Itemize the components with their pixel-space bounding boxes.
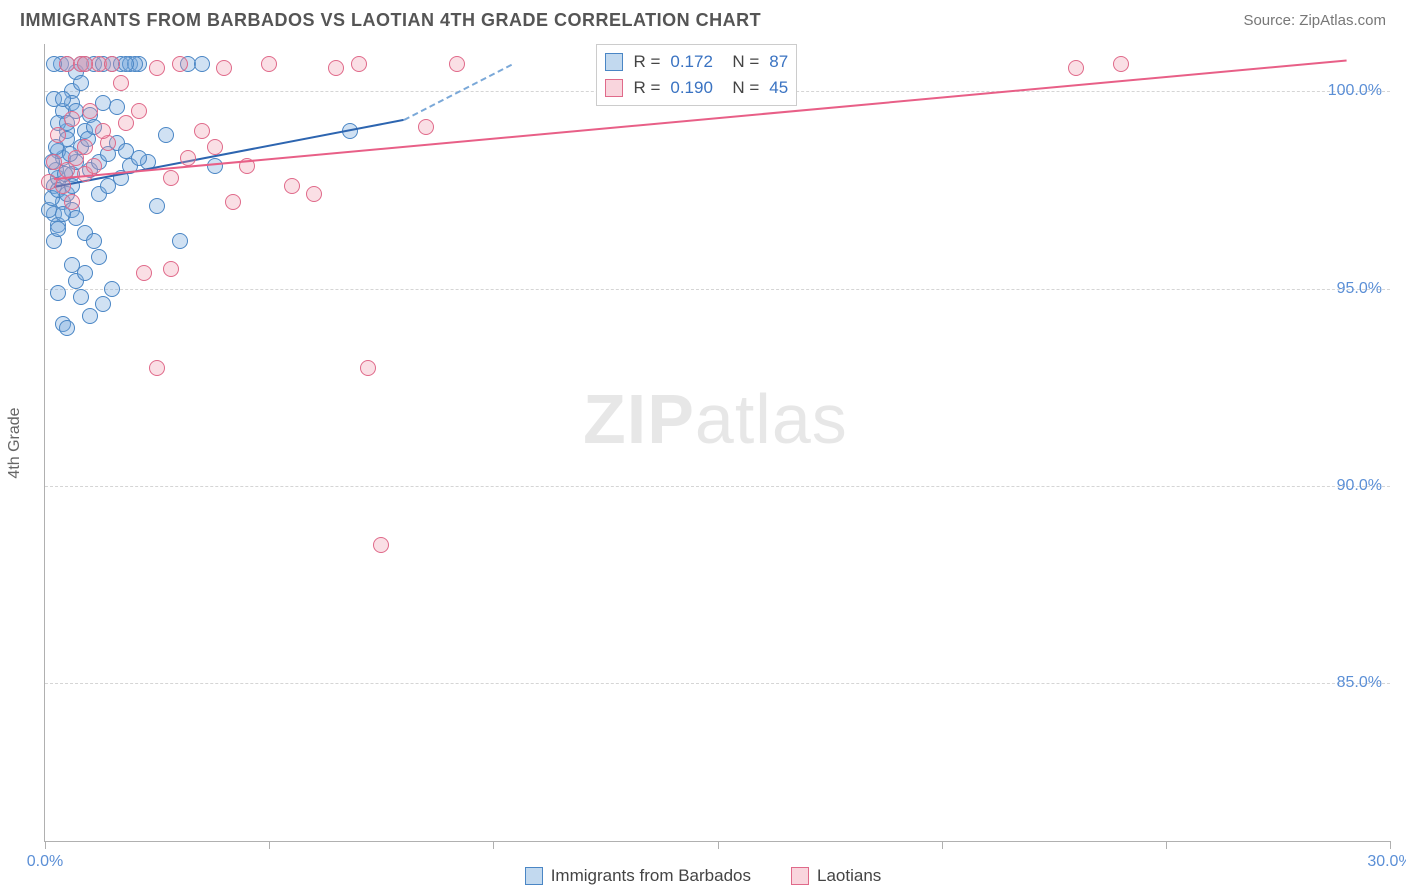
gridline [45, 486, 1390, 487]
data-point [261, 56, 277, 72]
data-point [86, 158, 102, 174]
data-point [360, 360, 376, 376]
data-point [373, 537, 389, 553]
stats-n-label: N = [723, 49, 759, 75]
data-point [163, 261, 179, 277]
data-point [64, 111, 80, 127]
stats-swatch-icon [605, 53, 623, 71]
y-tick-label: 100.0% [1328, 82, 1382, 100]
data-point [207, 158, 223, 174]
data-point [149, 60, 165, 76]
stats-r-label: R = [633, 49, 660, 75]
x-tick [1166, 841, 1167, 849]
data-point [207, 139, 223, 155]
gridline [45, 683, 1390, 684]
data-point [149, 198, 165, 214]
data-point [50, 221, 66, 237]
stats-r-value: 0.190 [670, 75, 713, 101]
data-point [172, 233, 188, 249]
trend-line [403, 64, 512, 121]
stats-swatch-icon [605, 79, 623, 97]
data-point [172, 56, 188, 72]
legend-swatch-icon [525, 867, 543, 885]
stats-n-value: 45 [769, 75, 788, 101]
data-point [77, 265, 93, 281]
x-tick [1390, 841, 1391, 849]
data-point [91, 249, 107, 265]
data-point [118, 115, 134, 131]
data-point [194, 56, 210, 72]
legend: Immigrants from Barbados Laotians [0, 866, 1406, 886]
data-point [95, 296, 111, 312]
gridline [45, 289, 1390, 290]
data-point [351, 56, 367, 72]
chart-source: Source: ZipAtlas.com [1243, 12, 1386, 29]
x-tick [269, 841, 270, 849]
legend-swatch-icon [791, 867, 809, 885]
data-point [50, 285, 66, 301]
data-point [77, 139, 93, 155]
data-point [1068, 60, 1084, 76]
legend-label: Immigrants from Barbados [551, 866, 751, 886]
data-point [104, 281, 120, 297]
stats-n-value: 87 [769, 49, 788, 75]
data-point [1113, 56, 1129, 72]
data-point [59, 320, 75, 336]
data-point [95, 123, 111, 139]
data-point [131, 103, 147, 119]
data-point [104, 56, 120, 72]
data-point [328, 60, 344, 76]
stats-n-label: N = [723, 75, 759, 101]
x-tick [718, 841, 719, 849]
data-point [86, 233, 102, 249]
y-tick-label: 90.0% [1337, 477, 1382, 495]
data-point [449, 56, 465, 72]
data-point [158, 127, 174, 143]
y-axis-label: 4th Grade [6, 407, 24, 478]
x-tick [493, 841, 494, 849]
chart-title: IMMIGRANTS FROM BARBADOS VS LAOTIAN 4TH … [20, 10, 761, 31]
watermark: ZIPatlas [583, 379, 848, 459]
stats-row: R = 0.190 N = 45 [605, 75, 788, 101]
data-point [41, 174, 57, 190]
data-point [136, 265, 152, 281]
stats-box: R = 0.172 N = 87 R = 0.190 N = 45 [596, 44, 797, 106]
stats-r-value: 0.172 [670, 49, 713, 75]
data-point [77, 56, 93, 72]
data-point [73, 289, 89, 305]
data-point [131, 150, 147, 166]
data-point [82, 103, 98, 119]
legend-item-barbados: Immigrants from Barbados [525, 866, 751, 886]
plot-area: 4th Grade 85.0%90.0%95.0%100.0%0.0%30.0%… [44, 44, 1390, 842]
data-point [73, 75, 89, 91]
data-point [46, 154, 62, 170]
data-point [225, 194, 241, 210]
legend-item-laotians: Laotians [791, 866, 881, 886]
y-tick-label: 85.0% [1337, 674, 1382, 692]
data-point [149, 360, 165, 376]
data-point [55, 91, 71, 107]
chart-header: IMMIGRANTS FROM BARBADOS VS LAOTIAN 4TH … [0, 0, 1406, 39]
chart-area: 4th Grade 85.0%90.0%95.0%100.0%0.0%30.0%… [44, 44, 1390, 842]
x-tick [45, 841, 46, 849]
stats-row: R = 0.172 N = 87 [605, 49, 788, 75]
data-point [180, 150, 196, 166]
y-tick-label: 95.0% [1337, 280, 1382, 298]
data-point [50, 127, 66, 143]
data-point [64, 194, 80, 210]
data-point [306, 186, 322, 202]
data-point [113, 75, 129, 91]
data-point [194, 123, 210, 139]
data-point [284, 178, 300, 194]
data-point [163, 170, 179, 186]
stats-r-label: R = [633, 75, 660, 101]
legend-label: Laotians [817, 866, 881, 886]
data-point [82, 308, 98, 324]
data-point [418, 119, 434, 135]
x-tick [942, 841, 943, 849]
data-point [216, 60, 232, 76]
